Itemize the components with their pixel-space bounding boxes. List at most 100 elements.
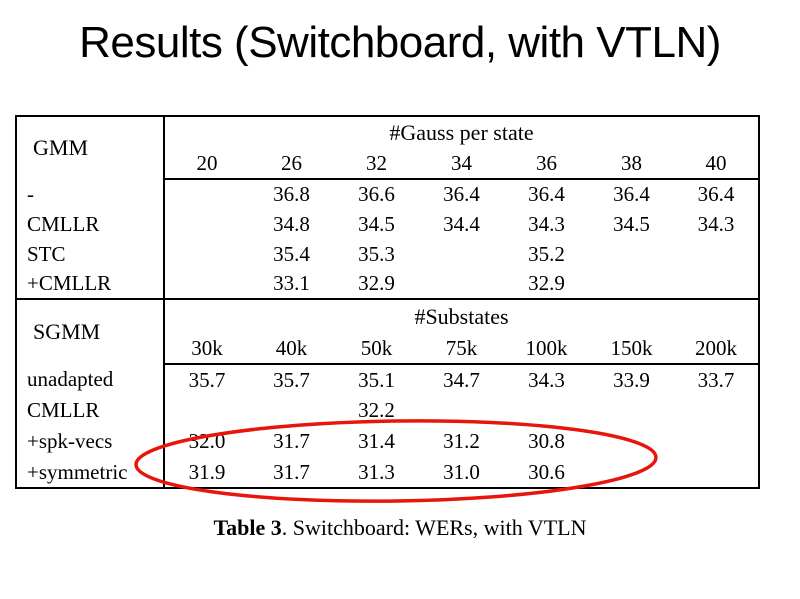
wer-cell: 35.3 [358,241,395,266]
wer-cell [589,239,674,269]
wer-cell: 34.3 [528,367,565,392]
wer-cell: 36.4 [697,182,735,206]
table-caption-text: . Switchboard: WERs, with VTLN [281,515,587,540]
wer-cell: 33.1 [273,271,310,295]
results-table-container: GMM #Gauss per state 20 26 32 34 36 38 4… [15,115,760,489]
col-header: 75k [419,334,504,365]
row-label: +symmetric [16,457,165,488]
wer-cell [589,395,674,426]
wer-cell: 34.5 [358,211,395,236]
wer-cell [674,457,759,488]
wer-cell: 35.7 [273,367,310,392]
wer-cell: 34.7 [443,367,480,392]
wer-cell [164,395,249,426]
col-header: 30k [164,334,249,365]
wer-cell [249,395,334,426]
gauss-per-state-header: #Gauss per state [389,119,534,145]
wer-cell: 34.3 [697,211,735,236]
sgmm-section-label: SGMM [16,298,165,364]
wer-cell: 36.8 [273,182,310,206]
col-header: 150k [589,334,674,365]
wer-cell [504,395,589,426]
wer-cell: 32.0 [188,429,226,453]
wer-cell: 36.4 [528,182,565,206]
wer-cell [419,395,504,426]
wer-cell: 32.9 [528,271,565,295]
wer-cell: 35.7 [188,367,226,392]
wer-cell [589,457,674,488]
table-row: CMLLR 34.8 34.5 34.4 34.3 34.5 34.3 [16,209,759,239]
wer-cell: 34.5 [613,211,650,236]
wer-cell: 32.2 [358,398,395,422]
wer-cell [419,239,504,269]
wer-cell [164,239,249,269]
wer-cell: 32.9 [358,271,395,295]
table-caption-number: Table 3 [213,515,282,540]
col-header: 100k [504,334,589,365]
gmm-section-label: GMM [16,116,165,179]
wer-cell: 31.7 [273,459,310,484]
row-label: +CMLLR [16,269,165,299]
wer-cell: 34.8 [273,211,310,236]
results-table: GMM #Gauss per state 20 26 32 34 36 38 4… [15,115,760,489]
col-header: 38 [589,148,674,180]
row-label: +spk-vecs [16,426,165,457]
table-row: CMLLR 32.2 [16,395,759,426]
slide-title: Results (Switchboard, with VTLN) [79,18,721,67]
wer-cell [164,179,249,209]
wer-cell: 35.4 [273,241,310,266]
wer-cell [674,395,759,426]
table-caption: Table 3. Switchboard: WERs, with VTLN [0,515,800,541]
col-header: 34 [419,148,504,180]
wer-cell: 36.4 [613,182,650,206]
wer-cell: 36.4 [443,182,480,206]
col-header: 32 [334,148,419,180]
col-header: 50k [334,334,419,365]
wer-cell [164,209,249,239]
wer-cell: 31.0 [443,459,480,484]
row-label: CMLLR [16,209,165,239]
col-header: 200k [674,334,759,365]
wer-cell [419,269,504,299]
wer-cell: 35.2 [528,241,565,266]
wer-cell: 30.8 [528,429,565,453]
substates-header: #Substates [164,298,759,334]
table-row: - 36.8 36.6 36.4 36.4 36.4 36.4 [16,179,759,209]
col-header: 36 [504,148,589,180]
sgmm-header-row: SGMM #Substates [16,298,759,364]
gmm-header-row: GMM #Gauss per state [16,116,759,179]
wer-cell: 31.4 [358,429,395,453]
wer-cell: 33.7 [697,367,735,392]
table-row: unadapted 35.7 35.7 35.1 34.7 34.3 33.9 … [16,364,759,395]
row-label: unadapted [16,364,165,395]
row-label: CMLLR [16,395,165,426]
wer-cell [674,239,759,269]
col-header: 40k [249,334,334,365]
table-row: +symmetric 31.9 31.7 31.3 31.0 30.6 [16,457,759,488]
wer-cell: 35.1 [358,367,395,392]
wer-cell [589,269,674,299]
wer-cell [674,426,759,457]
col-header: 20 [164,148,249,180]
wer-cell: 34.3 [528,211,565,236]
row-label: STC [16,239,165,269]
col-header: 26 [249,148,334,180]
col-header: 40 [674,148,759,180]
wer-cell: 31.2 [443,429,480,453]
gmm-column-header-row: 20 26 32 34 36 38 40 [16,148,759,180]
wer-cell: 31.3 [358,459,395,484]
sgmm-column-header-row: 30k 40k 50k 75k 100k 150k 200k [16,334,759,365]
wer-cell [674,269,759,299]
row-label: - [16,179,165,209]
wer-cell [164,269,249,299]
table-row: +spk-vecs 32.0 31.7 31.4 31.2 30.8 [16,426,759,457]
table-row: STC 35.4 35.3 35.2 [16,239,759,269]
wer-cell [589,426,674,457]
wer-cell: 31.7 [273,429,310,453]
wer-cell: 36.6 [358,182,395,206]
wer-cell: 34.4 [443,211,480,236]
table-row: +CMLLR 33.1 32.9 32.9 [16,269,759,299]
wer-cell: 31.9 [188,459,226,484]
wer-cell: 33.9 [613,367,650,392]
